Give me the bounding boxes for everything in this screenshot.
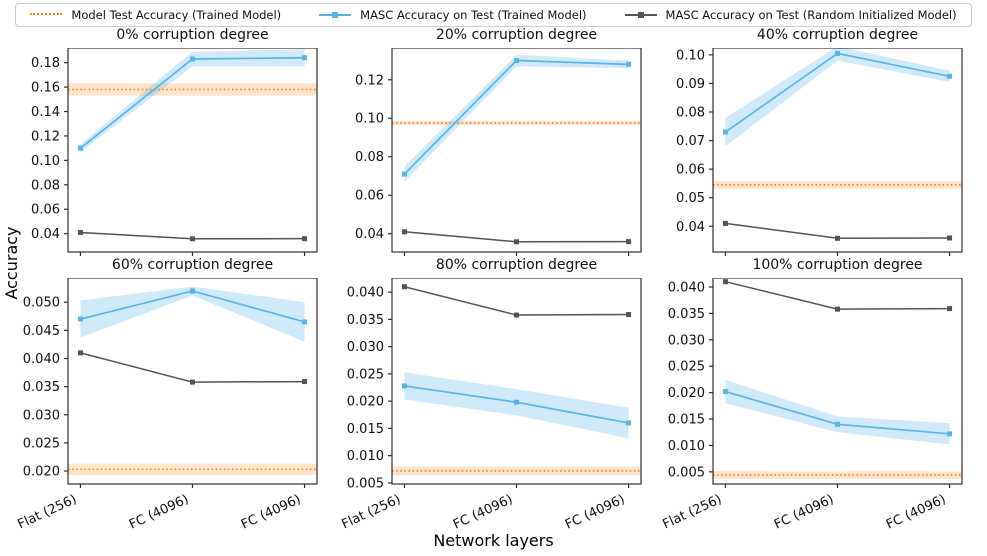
svg-text:0.025: 0.025	[23, 436, 60, 451]
legend-item-masc-trained: MASC Accuracy on Test (Trained Model)	[319, 8, 587, 22]
svg-text:0.025: 0.025	[668, 360, 705, 375]
svg-text:0.020: 0.020	[23, 465, 60, 480]
y-axis-label: Accuracy	[2, 226, 21, 300]
svg-text:0.12: 0.12	[355, 73, 384, 88]
svg-text:FC (4096): FC (4096)	[563, 492, 627, 532]
svg-text:0.035: 0.035	[668, 307, 705, 322]
legend-item-masc-random: MASC Accuracy on Test (Random Initialize…	[624, 8, 957, 22]
svg-text:0.08: 0.08	[676, 106, 705, 121]
legend-container: Model Test Accuracy (Trained Model) MASC…	[0, 3, 987, 27]
svg-text:FC (4096): FC (4096)	[127, 492, 191, 532]
svg-text:0.030: 0.030	[23, 408, 60, 423]
subplot-2-canvas: 0.04 0.05 0.06 0.07 0.08 0.09 0.10	[676, 48, 963, 256]
subplot-3-canvas: 0.020 0.025 0.030 0.035 0.040 0.045 0.050 Flat …	[15, 278, 318, 532]
svg-text:0.035: 0.035	[347, 313, 384, 328]
x-axis-label: Network layers	[433, 531, 554, 550]
svg-text:Flat (256): Flat (256)	[15, 492, 79, 532]
svg-text:0.040: 0.040	[347, 286, 384, 301]
subplot-4-canvas: 0.005 0.010 0.015 0.020 0.025 0.030 0.035 0.040…	[339, 278, 642, 532]
svg-text:0.12: 0.12	[31, 129, 60, 144]
svg-text:0.035: 0.035	[23, 380, 60, 395]
svg-text:0.040: 0.040	[668, 280, 705, 295]
svg-text:0.18: 0.18	[31, 56, 60, 71]
subplot-4-corruption-80: 80% corruption degree 0.005 0.010 0.015 0.0…	[330, 252, 649, 532]
svg-text:0.06: 0.06	[676, 163, 705, 178]
subplot-0-corruption-0: 0% corruption degree 0.04 0.06 0.08 0.10 0.1…	[6, 22, 325, 300]
svg-text:0.020: 0.020	[668, 386, 705, 401]
subplot-title: 40% corruption degree	[756, 27, 919, 43]
svg-text:Flat (256): Flat (256)	[339, 492, 403, 532]
svg-text:0.08: 0.08	[355, 150, 384, 165]
svg-text:0.09: 0.09	[676, 77, 705, 92]
svg-text:FC (4096): FC (4096)	[451, 492, 515, 532]
svg-text:0.04: 0.04	[31, 227, 60, 242]
subplot-2-corruption-40: 40% corruption degree 0.04 0.05 0.06 0.07 0.…	[651, 22, 970, 300]
svg-text:0.10: 0.10	[676, 48, 705, 63]
svg-text:FC (4096): FC (4096)	[772, 492, 836, 532]
svg-text:0.010: 0.010	[668, 439, 705, 454]
svg-text:0.020: 0.020	[347, 395, 384, 410]
svg-text:0.10: 0.10	[355, 112, 384, 127]
subplot-5-corruption-100: 100% corruption degree 0.005 0.010 0.015 0.…	[651, 252, 970, 532]
subplot-0-canvas: 0.04 0.06 0.08 0.10 0.12 0.14 0.16 0.18	[31, 48, 318, 256]
svg-text:0.030: 0.030	[347, 340, 384, 355]
svg-text:0.005: 0.005	[668, 465, 705, 480]
subplot-title: 0% corruption degree	[116, 27, 269, 43]
subplot-5-canvas: 0.005 0.010 0.015 0.020 0.025 0.030 0.035 0.040…	[660, 278, 963, 532]
svg-text:0.07: 0.07	[676, 134, 705, 149]
svg-text:0.04: 0.04	[676, 220, 705, 235]
svg-text:0.005: 0.005	[347, 476, 384, 491]
subplot-1-corruption-20: 20% corruption degree 0.04 0.06 0.08 0.10 0.…	[330, 22, 649, 300]
legend-label: Model Test Accuracy (Trained Model)	[71, 8, 282, 22]
legend-item-model-test-accuracy: Model Test Accuracy (Trained Model)	[30, 8, 281, 22]
dotted-line-icon	[30, 10, 63, 20]
svg-text:0.030: 0.030	[668, 333, 705, 348]
legend-label: MASC Accuracy on Test (Random Initialize…	[665, 8, 957, 22]
svg-text:0.040: 0.040	[23, 352, 60, 367]
svg-text:0.050: 0.050	[23, 296, 60, 311]
legend-label: MASC Accuracy on Test (Trained Model)	[360, 8, 587, 22]
svg-text:Flat (256): Flat (256)	[660, 492, 724, 532]
subplot-title: 100% corruption degree	[752, 257, 923, 273]
svg-text:FC (4096): FC (4096)	[239, 492, 303, 532]
subplot-title: 60% corruption degree	[111, 257, 274, 273]
subplot-3-corruption-60: 60% corruption degree 0.020 0.025 0.030 0.0…	[6, 252, 325, 532]
line-square-marker-icon	[624, 10, 657, 20]
line-square-marker-icon	[319, 10, 352, 20]
svg-text:0.010: 0.010	[347, 449, 384, 464]
legend: Model Test Accuracy (Trained Model) MASC…	[15, 3, 972, 27]
svg-text:FC (4096): FC (4096)	[884, 492, 948, 532]
subplot-title: 20% corruption degree	[435, 27, 598, 43]
svg-text:0.16: 0.16	[31, 81, 60, 96]
svg-text:0.06: 0.06	[355, 189, 384, 204]
svg-text:0.08: 0.08	[31, 178, 60, 193]
svg-text:0.10: 0.10	[31, 154, 60, 169]
subplot-title: 80% corruption degree	[435, 257, 598, 273]
svg-text:0.015: 0.015	[668, 413, 705, 428]
svg-text:0.025: 0.025	[347, 367, 384, 382]
svg-text:0.045: 0.045	[23, 324, 60, 339]
svg-text:0.04: 0.04	[355, 227, 384, 242]
svg-text:0.05: 0.05	[676, 191, 705, 206]
subplot-1-canvas: 0.04 0.06 0.08 0.10 0.12	[355, 48, 642, 256]
svg-text:0.14: 0.14	[31, 105, 60, 120]
svg-text:0.015: 0.015	[347, 422, 384, 437]
svg-text:0.06: 0.06	[31, 203, 60, 218]
